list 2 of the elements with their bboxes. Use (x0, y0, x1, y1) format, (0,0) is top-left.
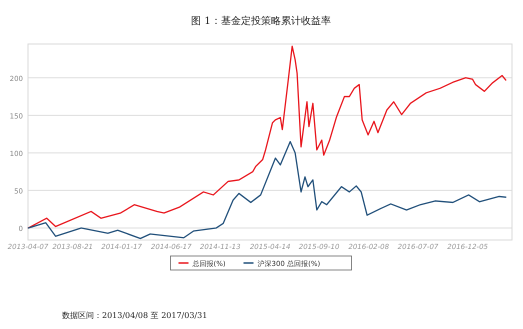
text: 数据区间：2013/04/08 至 2017/03/31 (62, 311, 208, 320)
chart-title: 图 1：基金定投策略累计收益率 (191, 15, 331, 27)
